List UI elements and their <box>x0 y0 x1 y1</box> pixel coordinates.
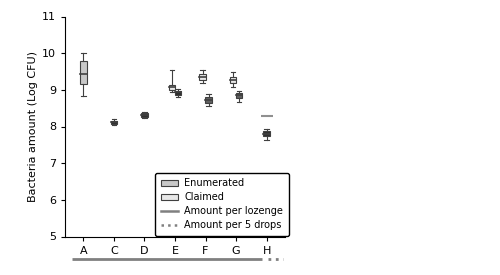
Bar <box>205 97 212 103</box>
Bar <box>168 85 175 90</box>
Bar <box>80 61 86 84</box>
Bar <box>236 93 242 98</box>
Legend: Enumerated, Claimed, Amount per lozenge, Amount per 5 drops: Enumerated, Claimed, Amount per lozenge,… <box>155 173 288 236</box>
Bar <box>141 113 148 117</box>
Bar <box>199 75 206 79</box>
Bar <box>174 90 182 95</box>
Bar <box>110 121 117 123</box>
Bar <box>230 77 236 83</box>
Bar <box>264 131 270 136</box>
Y-axis label: Bacteria amount (Log CFU): Bacteria amount (Log CFU) <box>28 51 38 202</box>
